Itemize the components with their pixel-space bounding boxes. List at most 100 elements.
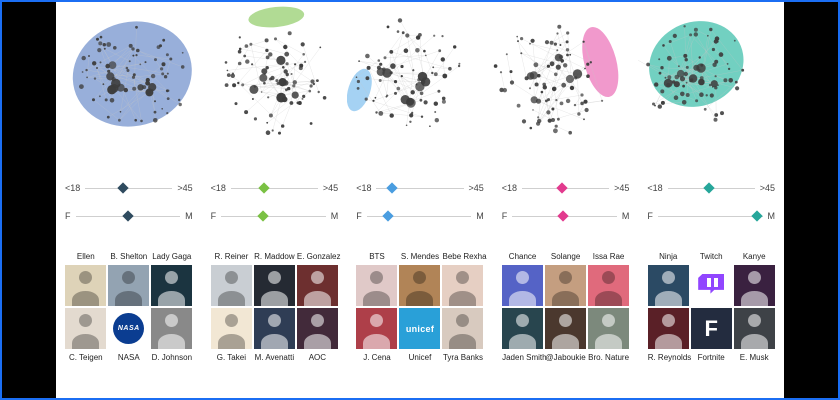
avatar-label-c-teigen: C. Teigen	[68, 353, 103, 362]
age-max-label-2: >45	[322, 183, 339, 193]
avatar-label-kanye: Kanye	[742, 252, 766, 261]
gender-min-label-1: F	[65, 211, 71, 221]
avatar-column: BTS J. Cena	[356, 250, 398, 364]
avatar-group-5: Ninja R. Reynolds Twitch F Fortnite Kanye E. M…	[638, 250, 784, 364]
avatar-column: B. Shelton NASA NASA	[108, 250, 150, 364]
gender-slider-handle-2[interactable]	[257, 210, 269, 222]
avatar-label-unicef: Unicef	[408, 353, 432, 362]
avatar-column: S. Mendes unicef Unicef	[399, 250, 441, 364]
cluster-highlight-2	[248, 6, 304, 28]
avatar-solange	[545, 265, 587, 306]
gender-max-label-5: M	[767, 211, 776, 221]
network-panel-1	[56, 4, 202, 166]
age-max-label-3: >45	[468, 183, 484, 193]
age-sliders-row: <18 >45 <18 >45 <18 >45 <18 >45 <18 >45	[56, 180, 784, 196]
avatar-column: Twitch F Fortnite	[690, 250, 732, 364]
avatar-bts	[356, 265, 398, 306]
avatar-r-reynolds	[647, 308, 689, 349]
avatar-label-aoc: AOC	[308, 353, 327, 362]
avatar-c-teigen	[65, 308, 107, 349]
age-slider-5: <18 >45	[638, 180, 784, 196]
avatar-nasa: NASA	[108, 308, 150, 349]
age-slider-2: <18 >45	[202, 180, 348, 196]
age-min-label-2: <18	[210, 183, 226, 193]
avatar-label-e-gonzalez: E. Gonzalez	[296, 252, 341, 261]
nasa-logo-icon: NASA	[113, 313, 145, 344]
age-slider-handle-4[interactable]	[556, 182, 568, 194]
avatar-e-musk	[733, 308, 775, 349]
avatar-label-r-reynolds: R. Reynolds	[647, 353, 692, 362]
avatar-label-e-musk: E. Musk	[739, 353, 769, 362]
avatar-label-d-johnson: D. Johnson	[151, 353, 193, 362]
age-slider-4: <18 >45	[493, 180, 639, 196]
network-graphs-row	[56, 4, 784, 166]
avatar-label-fortnite: Fortnite	[697, 353, 725, 362]
avatar-bebe-rexha	[442, 265, 484, 306]
avatar-column: Issa Rae Bro. Nature	[588, 250, 630, 364]
network-panel-3	[347, 4, 493, 166]
avatar-column: Solange @Jaboukie	[545, 250, 587, 364]
age-slider-handle-3[interactable]	[386, 182, 398, 194]
avatar-column: Ellen C. Teigen	[65, 250, 107, 364]
avatar-bro-nature	[588, 308, 630, 349]
age-min-label-1: <18	[65, 183, 81, 193]
avatar-label-issa-rae: Issa Rae	[592, 252, 625, 261]
avatar-ellen	[65, 265, 107, 306]
fortnite-logo-letter: F	[704, 315, 718, 341]
gender-slider-handle-5[interactable]	[751, 210, 763, 222]
age-slider-handle-1[interactable]	[117, 182, 129, 194]
gender-slider-handle-1[interactable]	[122, 210, 134, 222]
network-nodes-3	[355, 18, 461, 127]
network-graph-5	[638, 21, 745, 122]
gender-min-label-3: F	[356, 211, 362, 221]
avatar-label-s-mendes: S. Mendes	[400, 252, 440, 261]
avatar-label-bts: BTS	[369, 252, 385, 261]
avatar-label-bebe-rexha: Bebe Rexha	[442, 252, 487, 261]
twitch-logo-icon	[698, 273, 725, 294]
avatar-column: E. Gonzalez AOC	[296, 250, 341, 364]
avatar-label-r-reiner: R. Reiner	[214, 252, 249, 261]
avatar-group-1: Ellen C. Teigen B. Shelton NASA NASA Lady Gag…	[56, 250, 202, 364]
avatar-label-jaden-smith: Jaden Smith	[502, 353, 547, 362]
avatar-jaden-smith	[502, 308, 544, 349]
cluster-highlight-1	[72, 21, 192, 127]
avatar-label-b-shelton: B. Shelton	[110, 252, 148, 261]
gender-slider-handle-3[interactable]	[381, 210, 394, 222]
avatar-label-bro-nature: Bro. Nature	[588, 353, 630, 362]
age-max-label-4: >45	[614, 183, 630, 193]
avatar-column: Bebe Rexha Tyra Banks	[442, 250, 487, 364]
age-slider-handle-5[interactable]	[702, 182, 715, 194]
avatar-label-nasa: NASA	[117, 353, 140, 362]
avatar-column: Kanye E. Musk	[733, 250, 775, 364]
avatar-jaboukie	[545, 308, 587, 349]
gender-slider-handle-4[interactable]	[556, 210, 569, 222]
avatar-column: Lady Gaga D. Johnson	[151, 250, 193, 364]
avatar-twitch	[690, 265, 732, 306]
avatar-label-solange: Solange	[550, 252, 581, 261]
avatar-s-mendes	[399, 265, 441, 306]
avatar-label-chance: Chance	[508, 252, 537, 261]
avatar-chance	[502, 265, 544, 306]
avatar-kanye	[733, 265, 775, 306]
avatar-column: R. Maddow M. Avenatti	[253, 250, 295, 364]
age-slider-3: <18 >45	[347, 180, 493, 196]
avatar-tyra-banks	[442, 308, 484, 349]
avatar-label-twitch: Twitch	[699, 252, 723, 261]
right-letterbox	[784, 2, 838, 398]
age-slider-track-4	[522, 182, 610, 194]
avatar-group-4: Chance Jaden Smith Solange @Jaboukie Issa Ra…	[493, 250, 639, 364]
network-graph-3	[347, 18, 461, 127]
age-slider-handle-2[interactable]	[258, 182, 270, 194]
gender-max-label-4: M	[621, 211, 630, 221]
age-max-label-5: >45	[759, 183, 775, 193]
network-nodes-1	[78, 25, 185, 123]
gender-slider-track-3	[366, 210, 472, 222]
age-max-label-1: >45	[177, 183, 193, 193]
avatar-column: Chance Jaden Smith	[502, 250, 547, 364]
age-min-label-3: <18	[356, 183, 372, 193]
network-edges-4	[500, 26, 603, 133]
